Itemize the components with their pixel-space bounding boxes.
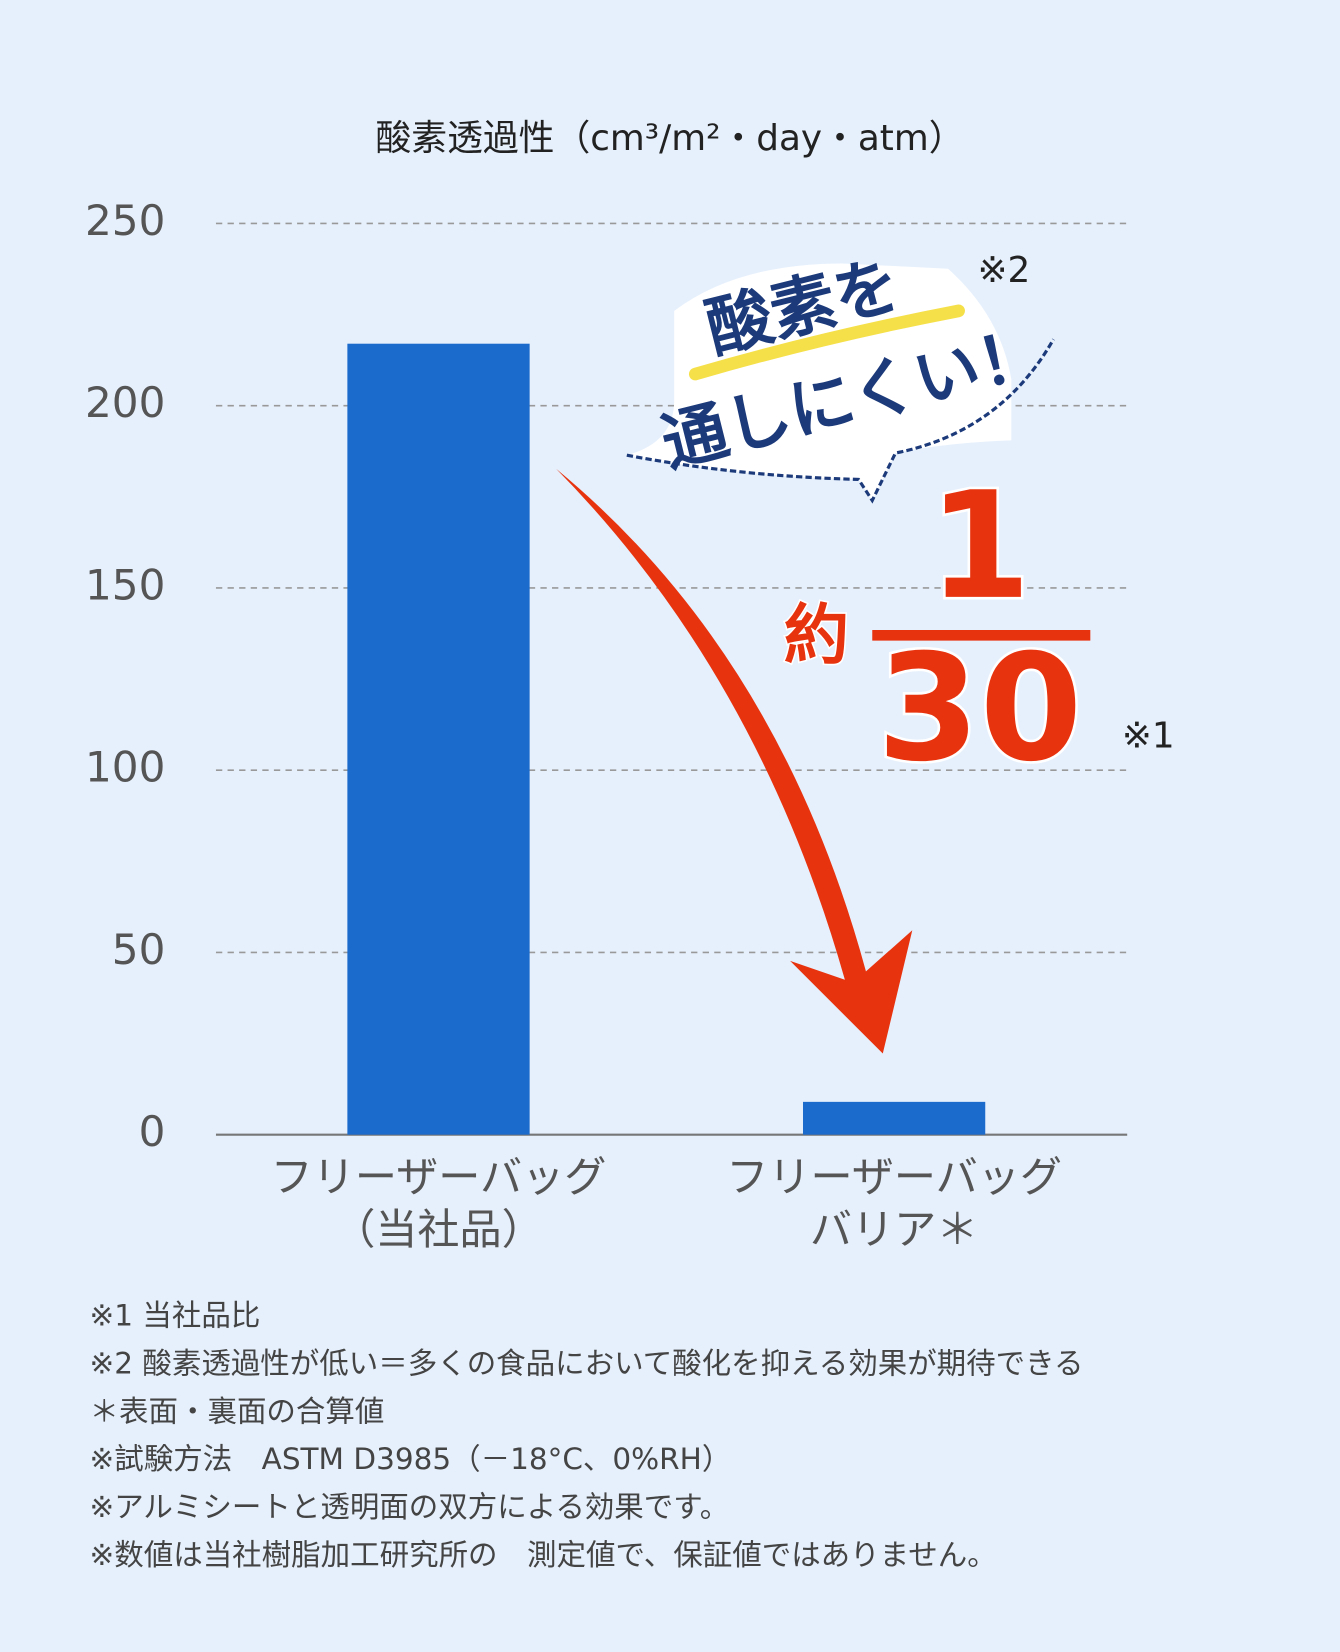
x-tick-label: フリーザーバッグ bbox=[271, 1152, 607, 1201]
ratio-prefix: 約 bbox=[784, 598, 849, 674]
x-tick-label: バリア＊ bbox=[810, 1205, 979, 1254]
ratio-denominator: 30 bbox=[877, 622, 1082, 794]
footnote: ※1 当社品比 bbox=[90, 1298, 261, 1332]
y-tick-label: 200 bbox=[85, 378, 165, 427]
highlight bbox=[688, 304, 965, 381]
bar bbox=[802, 1101, 986, 1135]
arrow bbox=[556, 468, 913, 1054]
footnote: ※アルミシートと透明面の双方による効果です。 bbox=[90, 1490, 730, 1524]
footnote: ＊表面・裏面の合算値 bbox=[90, 1394, 385, 1428]
y-tick-label: 100 bbox=[85, 743, 165, 792]
bar bbox=[347, 343, 530, 1135]
footnote: ※試験方法 ASTM D3985（－18°C、0%RH） bbox=[90, 1442, 732, 1476]
callout-outline bbox=[626, 338, 1055, 504]
chart-title: 酸素透過性（cm³/m²・day・atm） bbox=[375, 118, 964, 159]
footnote: ※2 酸素透過性が低い＝多くの食品において酸化を抑える効果が期待できる bbox=[90, 1346, 1084, 1380]
note: ※2 bbox=[978, 250, 1031, 291]
y-tick-label: 0 bbox=[139, 1107, 166, 1156]
y-tick-label: 150 bbox=[85, 560, 165, 609]
footnote: ※数値は当社樹脂加工研究所の 測定値で、保証値ではありません。 bbox=[90, 1538, 997, 1572]
x-tick-label: （当社品） bbox=[333, 1205, 544, 1254]
note: ※1 bbox=[1122, 716, 1175, 757]
x-tick-label: フリーザーバッグ bbox=[726, 1152, 1062, 1201]
y-tick-label: 250 bbox=[85, 196, 165, 245]
ratio-numerator: 1 bbox=[928, 460, 1031, 632]
y-tick-label: 50 bbox=[112, 925, 166, 974]
